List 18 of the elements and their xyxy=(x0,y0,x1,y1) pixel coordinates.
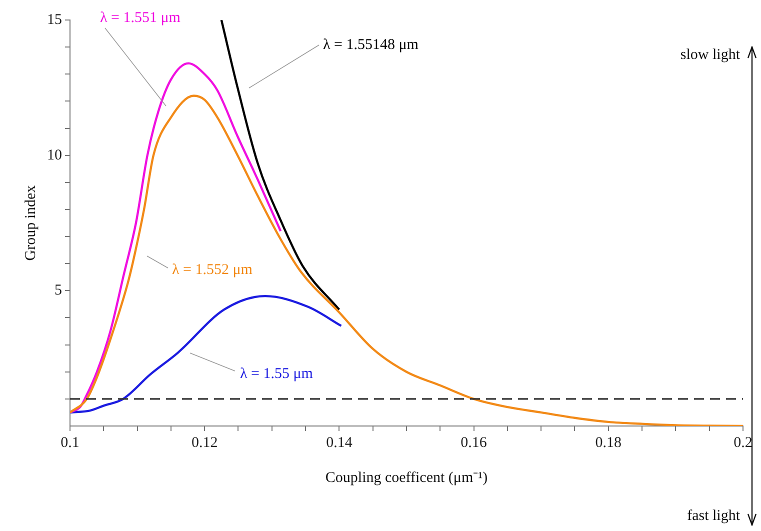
y-tick-label: 15 xyxy=(47,12,62,28)
x-tick-label: 0.16 xyxy=(460,434,488,451)
annotation: slow light xyxy=(680,46,741,63)
text: λ = 1.55 μm xyxy=(240,366,314,382)
y-axis-title: Group index xyxy=(22,184,39,261)
y-tick-label: 5 xyxy=(54,282,62,299)
x-tick-label: 0.2 xyxy=(734,434,752,451)
x-axis-title: Coupling coefficent (μm⁻¹) xyxy=(325,470,488,486)
line-series xyxy=(70,294,342,414)
text: λ = 1.551 μm xyxy=(100,10,181,26)
text: λ = 1.552 μm xyxy=(172,262,253,278)
y-tick-label: 10 xyxy=(47,147,62,164)
text: fast light xyxy=(687,508,741,524)
x-tick-label: 0.14 xyxy=(326,434,353,451)
text: λ = 1.55148 μm xyxy=(323,36,419,53)
x-tick-label: 0.1 xyxy=(60,434,80,451)
x-tick-label: 0.12 xyxy=(191,434,218,451)
x-tick-label: 0.18 xyxy=(595,434,622,451)
